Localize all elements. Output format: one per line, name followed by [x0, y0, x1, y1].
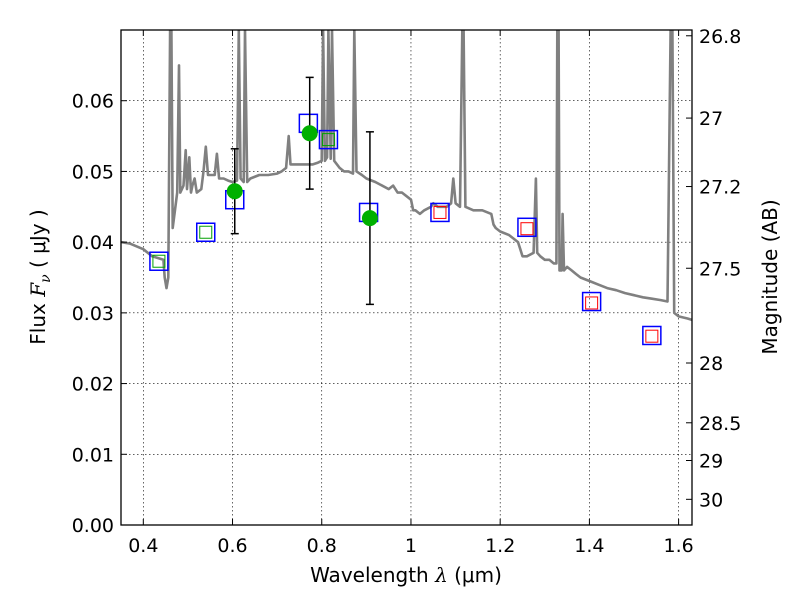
- observed-square-point: [196, 222, 216, 242]
- y2-axis-label: Magnitude (AB): [758, 199, 782, 354]
- y-tick-label: 0.02: [72, 374, 114, 396]
- y-tick-label: 0.04: [72, 232, 114, 254]
- measured-circle-point: [301, 125, 318, 142]
- y-tick-label: 0.01: [72, 444, 114, 466]
- model-green-square-point: [199, 225, 213, 239]
- x-tick-label: 1.6: [664, 535, 694, 557]
- y2-tick-label: 28: [699, 353, 723, 375]
- plot-frame: [120, 29, 693, 526]
- x-tick-label: 1.2: [485, 535, 515, 557]
- axis-ticks: 0.4 0.6 0.8 1 1.2 1.4 1.6 0.00 0.01 0.02 0.03 0.04 0…: [72, 26, 742, 557]
- x-tick-label: 1: [405, 535, 417, 557]
- measured-circle-point: [361, 210, 378, 227]
- y2-tick-label: 26.8: [699, 26, 741, 48]
- y2-tick-label: 29: [699, 451, 723, 473]
- observed-square-point: [149, 251, 169, 271]
- y-tick-label: 0.06: [72, 91, 114, 113]
- x-axis-label: Wavelength λ (μm): [310, 563, 502, 587]
- observed-square-point: [318, 129, 339, 150]
- y2-tick-label: 27.5: [699, 258, 741, 280]
- x-tick-label: 0.8: [307, 535, 337, 557]
- model-red-square-point: [645, 329, 659, 343]
- observed-square-point: [642, 325, 662, 346]
- sed-model-line: [121, 30, 692, 322]
- plot-area: [121, 30, 692, 346]
- x-tick-label: 1.4: [574, 535, 604, 557]
- observed-square-point: [581, 291, 602, 312]
- model-green-square-point: [321, 133, 335, 147]
- observed-square-point: [517, 217, 537, 238]
- model-red-square-point: [433, 205, 447, 219]
- y-tick-label: 0.03: [72, 303, 114, 325]
- y-axis-label: Flux Fν ( μJy ): [26, 209, 54, 344]
- y2-tick-label: 27.2: [699, 177, 741, 199]
- x-tick-label: 0.4: [128, 535, 158, 557]
- y-tick-label: 0.05: [72, 161, 114, 183]
- model-red-square-point: [585, 296, 599, 310]
- model-red-square-point: [520, 222, 534, 236]
- x-tick-label: 0.6: [217, 535, 247, 557]
- y2-tick-label: 27: [699, 108, 723, 130]
- model-green-square-point: [152, 254, 166, 268]
- y-tick-label: 0.00: [72, 515, 114, 537]
- observed-square-point: [430, 202, 450, 223]
- y2-tick-label: 28.5: [699, 413, 741, 435]
- measured-circle-point: [226, 183, 243, 200]
- y2-tick-label: 30: [699, 489, 723, 511]
